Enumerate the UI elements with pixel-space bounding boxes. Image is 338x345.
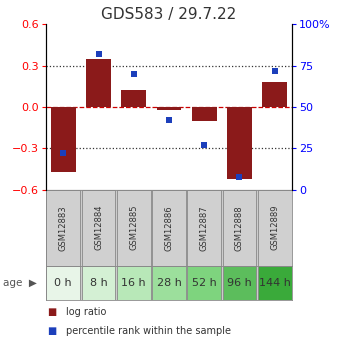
Text: percentile rank within the sample: percentile rank within the sample [66,326,231,336]
Bar [187,266,221,300]
Text: log ratio: log ratio [66,307,106,317]
Text: GSM12884: GSM12884 [94,205,103,250]
Text: age  ▶: age ▶ [3,278,37,288]
Title: GDS583 / 29.7.22: GDS583 / 29.7.22 [101,7,237,22]
Bar [223,266,257,300]
Bar [152,266,186,300]
Bar [258,266,292,300]
Bar [51,107,76,172]
Point [237,174,242,179]
Text: GSM12887: GSM12887 [200,205,209,250]
Text: ■: ■ [47,307,56,317]
Bar [117,190,151,266]
Bar [152,190,186,266]
Point [201,142,207,148]
Point [61,150,66,156]
Text: 8 h: 8 h [90,278,107,288]
Bar [81,190,115,266]
Bar [262,82,287,107]
Bar [46,190,80,266]
Bar [121,90,146,107]
Text: GSM12888: GSM12888 [235,205,244,250]
Bar [187,190,221,266]
Bar [81,266,115,300]
Text: 0 h: 0 h [54,278,72,288]
Text: GSM12886: GSM12886 [165,205,173,250]
Point [96,51,101,57]
Point [272,68,277,73]
Bar [192,107,217,121]
Text: ■: ■ [47,326,56,336]
Bar [157,107,181,110]
Text: 16 h: 16 h [121,278,146,288]
Text: 96 h: 96 h [227,278,252,288]
Bar [223,190,257,266]
Text: GSM12889: GSM12889 [270,205,279,250]
Text: GSM12883: GSM12883 [59,205,68,250]
Bar [227,107,252,179]
Text: 144 h: 144 h [259,278,291,288]
Point [131,71,137,77]
Text: GSM12885: GSM12885 [129,205,138,250]
Bar [258,190,292,266]
Text: 28 h: 28 h [156,278,182,288]
Text: 52 h: 52 h [192,278,217,288]
Bar [86,59,111,107]
Point [166,117,172,123]
Bar [117,266,151,300]
Bar [46,266,80,300]
